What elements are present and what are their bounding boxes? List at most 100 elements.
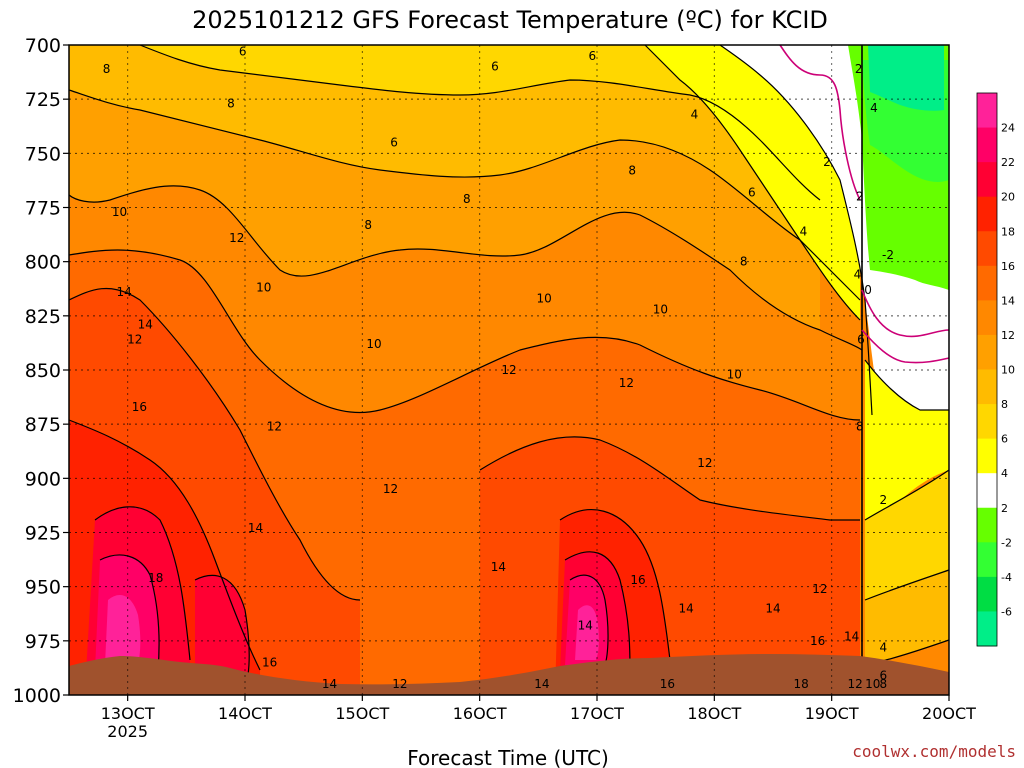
contour-label: 2	[823, 155, 831, 169]
colorbar-label: 22	[1001, 156, 1015, 169]
colorbar-swatch	[977, 507, 997, 543]
contour-label: 10	[256, 281, 271, 295]
contour-label: 10	[366, 337, 381, 351]
contour-label: 14	[534, 677, 549, 691]
y-tick-label: 950	[25, 577, 61, 599]
contour-label: 4	[870, 101, 878, 115]
colorbar-label: 12	[1001, 329, 1015, 342]
x-tick-label: 16OCT	[453, 704, 507, 723]
colorbar-swatch	[977, 231, 997, 267]
contour-label: 14	[138, 318, 153, 332]
contour-label: 8	[463, 192, 471, 206]
x-tick-label: 19OCT	[805, 704, 859, 723]
colorbar-frame	[976, 92, 998, 647]
freezing-lines	[779, 44, 950, 364]
band-6-8	[69, 45, 800, 240]
contour-label: 12	[501, 363, 516, 377]
band-22-24-b	[575, 605, 599, 660]
contour-label: 2	[879, 493, 887, 507]
contour-label: -2	[882, 248, 894, 262]
y-tick-label: 750	[25, 143, 61, 165]
chart-title: 2025101212 GFS Forecast Temperature (ºC)…	[192, 6, 828, 34]
contour-label: 0	[864, 283, 872, 297]
y-axis: 700 725 750 775 800 825 850 875 900 925 950 975 1000	[13, 35, 69, 707]
y-tick-label: 975	[25, 631, 61, 653]
contour-label: 12	[383, 482, 398, 496]
colorbar-label: 2	[1001, 502, 1008, 515]
colorbar-swatch	[977, 576, 997, 612]
y-tick-label: 900	[25, 468, 61, 490]
contour-label: 10	[727, 367, 742, 381]
x-tick-label: 17OCT	[570, 704, 624, 723]
contour-label: 6	[879, 669, 887, 683]
contour-label: 6	[491, 60, 499, 74]
contour-label: 4	[800, 224, 808, 238]
contour-label: 10	[112, 205, 127, 219]
contour-label: 8	[879, 677, 887, 691]
colorbar-label: 16	[1001, 260, 1015, 273]
colorbar-swatch	[977, 300, 997, 336]
contour-label: 4	[691, 107, 699, 121]
colorbar-label: 8	[1001, 398, 1008, 411]
y-tick-label: 925	[25, 523, 61, 545]
band-22-24	[105, 595, 141, 665]
colorbar-label: 24	[1001, 122, 1015, 135]
y-tick-label: 725	[25, 89, 61, 111]
colorbar-swatch	[977, 473, 997, 509]
contour-label: 4	[854, 268, 862, 282]
contour-label: 14	[322, 677, 337, 691]
contour-label: 6	[857, 333, 865, 347]
band-4-6	[140, 45, 820, 200]
contour-label: 14	[765, 601, 780, 615]
contour-label: 4	[879, 640, 887, 654]
colorbar-swatch	[977, 127, 997, 163]
y-tick-label: 1000	[13, 685, 61, 707]
contour-label: 8	[103, 62, 111, 76]
y-tick-label: 875	[25, 414, 61, 436]
contour-label: 14	[491, 560, 506, 574]
y-tick-label: 825	[25, 306, 61, 328]
contour-label: 14	[117, 285, 132, 299]
contour-label: 10	[865, 677, 880, 691]
contour-label: 14	[248, 521, 263, 535]
colorbar-label: 18	[1001, 225, 1015, 238]
contour-label: 12	[267, 419, 282, 433]
contour-label: 10	[653, 302, 668, 316]
contour-label: 16	[810, 634, 825, 648]
y-tick-label: 775	[25, 198, 61, 220]
contour-label: 6	[239, 45, 247, 59]
y-tick-label: 800	[25, 252, 61, 274]
x-axis-label: Forecast Time (UTC)	[407, 746, 609, 768]
colorbar-swatch	[977, 611, 997, 647]
contour-label: 12	[392, 677, 407, 691]
colorbar-label: 14	[1001, 294, 1015, 307]
contour-label: 10	[537, 292, 552, 306]
contour-label: 2	[856, 190, 864, 204]
contour-label: 2	[855, 62, 863, 76]
x-tick-label: 20OCT	[922, 704, 976, 723]
colorbar-label: 10	[1001, 364, 1015, 377]
x-tick-label: 14OCT	[218, 704, 272, 723]
colorbar-swatch	[977, 93, 997, 129]
colorbar-label: -6	[1001, 605, 1012, 618]
colorbar-label: -4	[1001, 571, 1012, 584]
band-18-20-c	[195, 575, 250, 675]
x-tick-sublabel: 2025	[107, 722, 148, 741]
contour-label: 12	[697, 456, 712, 470]
contour-label: 14	[679, 601, 694, 615]
contour-label: 16	[660, 677, 675, 691]
colorbar-swatch	[977, 196, 997, 232]
contour-lines	[68, 44, 950, 690]
band-2-4-b	[865, 360, 949, 520]
colorbar-label: 4	[1001, 467, 1008, 480]
colorbar-swatch	[977, 334, 997, 370]
contour-label: 6	[390, 136, 398, 150]
grid-lines	[69, 45, 949, 695]
colorbar-label: 6	[1001, 433, 1008, 446]
colorbar-swatch	[977, 265, 997, 301]
contour-label: 6	[748, 185, 756, 199]
contour-label: 12	[619, 376, 634, 390]
